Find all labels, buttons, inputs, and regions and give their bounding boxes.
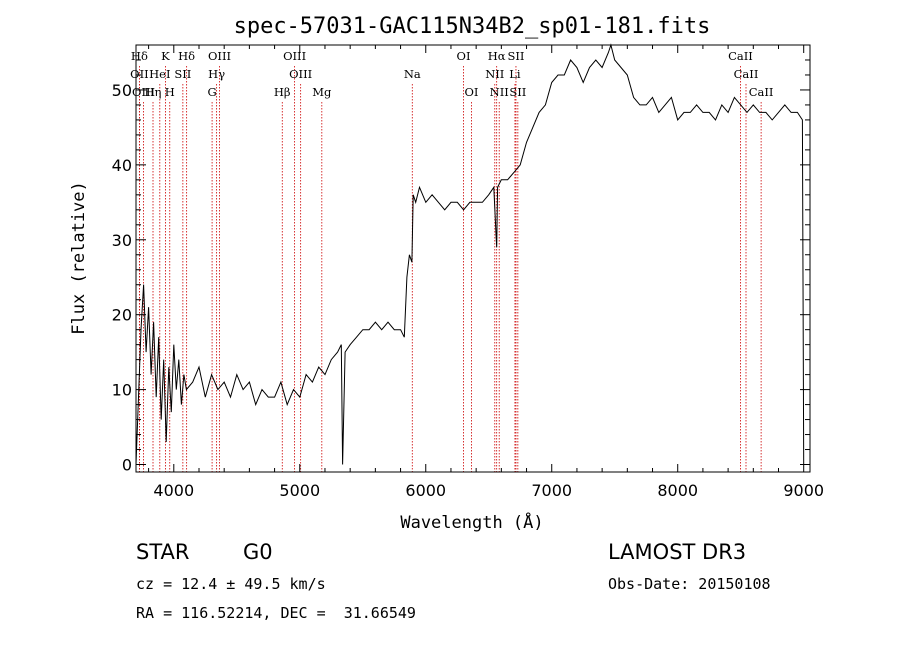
x-axis-label: Wavelength (Å) [400,511,543,533]
spectral-line-label: NII [490,85,509,99]
x-tick-label: 6000 [405,481,446,500]
spectral-line-label: CaII [749,85,774,99]
spectral-line-label: OI [457,49,471,63]
flux-series-line [135,43,805,465]
plot-frame [135,44,811,473]
redshift-velocity: cz = 12.4 ± 49.5 km/s [136,575,326,593]
spectral-line-label: SII [174,67,191,81]
spectral-line-label: OIII [289,67,312,81]
spectral-line-label: OIII [283,49,306,63]
spectral-line-label: HeI [149,67,170,81]
spectral-line-label: CaII [734,67,759,81]
observation-date: Obs-Date: 20150108 [608,575,771,593]
spectral-line-label: Li [509,67,521,81]
axis-ticks-layer: 4000 5000 6000 7000 8000 9000 0 10 20 30 40 50 [112,45,824,500]
x-tick-label: 5000 [279,481,320,500]
y-tick-label: 0 [122,456,132,475]
y-tick-label: 10 [112,381,132,400]
spectral-line-label: Hδ [178,49,195,63]
spectral-line-label: K [161,49,170,63]
spectral-line-label: SII [507,49,524,63]
spectral-line-label: CaII [728,49,753,63]
y-tick-label: 20 [112,306,132,325]
y-tick-label: 40 [112,156,132,175]
spectral-line-label: NII [485,67,504,81]
spectral-line-label: OII [130,67,149,81]
y-tick-label: 30 [112,231,132,250]
spectral-line-label: Hγ [208,67,225,81]
spectral-line-label: SII [509,85,526,99]
spectral-line-label: Na [404,67,421,81]
spectral-line-label: Hη [145,85,162,99]
spectral-line-label: Hδ [131,49,148,63]
spectral-line-label: Hβ [274,85,291,99]
spectral-line-label: OI [464,85,478,99]
x-tick-label: 9000 [783,481,824,500]
spectral-line-label: OIII [132,85,155,99]
spectral-line-label: G [207,85,216,99]
object-subclass: G0 [243,540,273,564]
x-tick-label: 7000 [531,481,572,500]
coordinates: RA = 116.52214, DEC = 31.66549 [136,604,416,622]
spectral-line-label: H [165,85,175,99]
chart-title: spec-57031-GAC115N34B2_sp01-181.fits [234,14,711,39]
y-tick-label: 50 [112,81,132,100]
y-axis-label: Flux (relative) [69,181,89,335]
survey-name: LAMOST DR3 [608,540,747,564]
x-tick-label: 4000 [153,481,194,500]
spectral-line-label: OIII [208,49,231,63]
x-tick-label: 8000 [657,481,698,500]
spectral-line-label: Mg [312,85,332,99]
spectral-line-label: Hα [488,49,506,63]
object-class: STAR [136,540,190,564]
